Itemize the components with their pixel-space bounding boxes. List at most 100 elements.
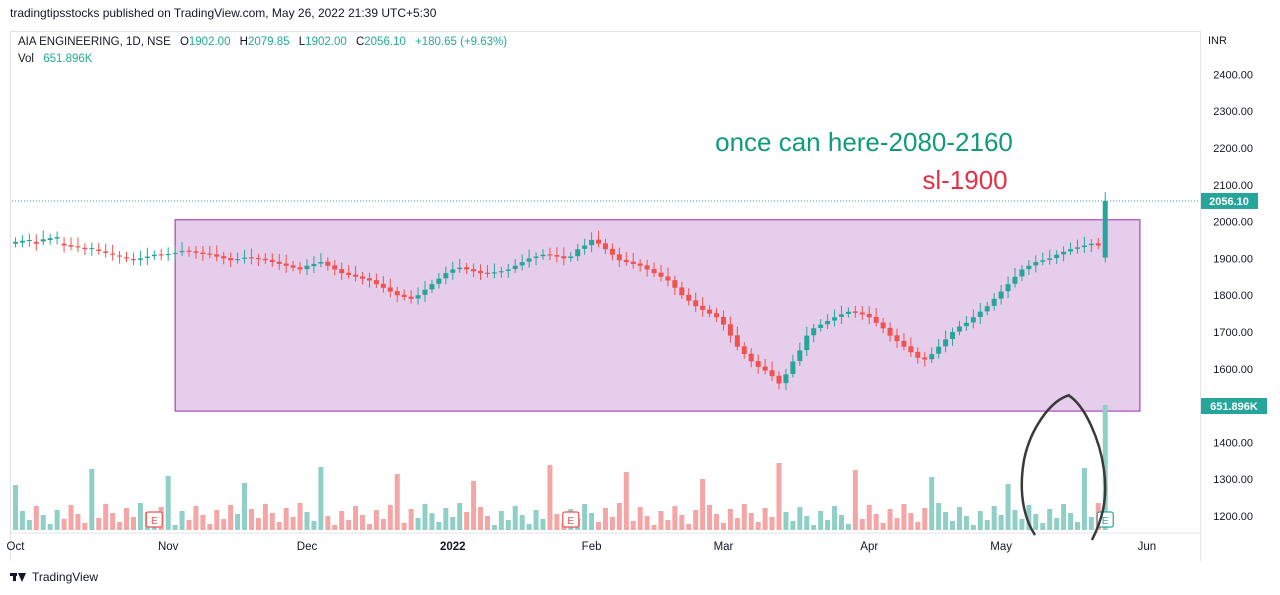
candle-body — [332, 265, 338, 270]
volume-bar — [1012, 510, 1018, 530]
candle-body — [318, 262, 324, 264]
candle-body — [852, 311, 858, 313]
candle-body — [811, 328, 817, 336]
candle-body — [186, 250, 192, 252]
candle-body — [325, 261, 331, 266]
volume-bar — [373, 510, 379, 530]
candle-body — [845, 311, 851, 314]
volume-badge-text: 651.896K — [1210, 401, 1258, 413]
volume-bar — [269, 513, 275, 530]
volume-bar — [963, 516, 969, 530]
volume-bar — [290, 517, 296, 530]
volume-bar — [200, 515, 206, 530]
volume-bar — [1005, 484, 1011, 530]
earnings-label: E — [567, 516, 574, 527]
currency-label: INR — [1208, 35, 1227, 47]
candle-body — [96, 249, 102, 252]
volume-bar — [700, 479, 706, 530]
candle-body — [158, 254, 164, 256]
candle-body — [922, 357, 928, 360]
volume-bar — [165, 476, 171, 530]
x-tick-label: Jun — [1138, 541, 1157, 553]
earnings-badge — [562, 511, 580, 528]
volume-bar — [1068, 513, 1074, 530]
chart-frame[interactable] — [10, 31, 1200, 561]
candle-body — [707, 309, 713, 314]
volume-bar — [137, 503, 143, 530]
candle-body — [582, 245, 588, 249]
volume-bar — [26, 520, 32, 530]
volume-bar — [526, 524, 532, 530]
volume-badge-bg — [1201, 398, 1267, 414]
y-tick-label: 2400.00 — [1213, 69, 1253, 81]
target-annotation: once can here-2080-2160 — [715, 127, 1013, 157]
volume-bar — [117, 522, 123, 530]
volume-bar — [637, 507, 643, 530]
volume-bar — [366, 524, 372, 530]
candle-body — [33, 241, 39, 244]
candle-body — [471, 269, 477, 272]
volume-bar — [714, 514, 720, 530]
candle-body — [19, 240, 25, 243]
candle-body — [464, 267, 470, 270]
candle-body — [623, 259, 629, 263]
candle-body — [1061, 251, 1067, 255]
volume-bar — [478, 507, 484, 530]
candle-body — [1005, 284, 1011, 292]
candle-body — [346, 272, 352, 275]
candle-body — [165, 253, 171, 256]
candle-body — [311, 263, 317, 267]
volume-bar — [970, 525, 976, 530]
candle-body — [748, 353, 754, 362]
candle-body — [658, 272, 664, 277]
candle-body — [498, 271, 504, 273]
volume-bar — [387, 505, 393, 530]
volume-bar — [686, 524, 692, 530]
volume-bar — [859, 519, 865, 530]
candle-body — [589, 240, 595, 246]
candle-body — [616, 254, 622, 261]
candle-body — [443, 273, 449, 279]
candle-body — [1012, 276, 1018, 284]
candle-body — [360, 276, 366, 279]
candle-body — [54, 237, 60, 239]
candle-body — [179, 251, 185, 253]
candle-body — [1088, 243, 1094, 246]
volume-bar — [651, 525, 657, 530]
candle-body — [124, 257, 130, 259]
candle-body — [609, 248, 615, 255]
price-axis[interactable] — [1200, 31, 1280, 561]
candle-body — [804, 335, 810, 351]
candle-body — [12, 241, 18, 244]
open-value: 1902.00 — [188, 36, 231, 48]
volume-bar — [609, 517, 615, 530]
volume-bar — [873, 514, 879, 530]
volume-bar — [596, 522, 602, 530]
volume-bar — [554, 514, 560, 530]
candle-body — [1081, 245, 1087, 247]
candle-body — [255, 258, 261, 260]
symbol-title[interactable]: AIA ENGINEERING, 1D, NSE — [18, 36, 171, 48]
volume-bar — [630, 521, 636, 530]
candle-body — [144, 256, 150, 259]
candle-body — [172, 252, 178, 254]
volume-bar — [339, 511, 345, 530]
volume-bar — [894, 518, 900, 530]
volume-bar — [1074, 522, 1080, 530]
volume-bar — [533, 510, 539, 530]
volume-bar — [124, 508, 130, 530]
candle-body — [415, 295, 421, 299]
volume-bar — [61, 519, 67, 530]
volume-bar — [505, 520, 511, 530]
candle-body — [873, 316, 879, 323]
candle-body — [818, 324, 824, 328]
footer[interactable]: TradingView — [10, 570, 98, 584]
volume-bar — [464, 512, 470, 530]
x-tick-label: Nov — [158, 541, 179, 553]
volume-bar — [172, 525, 178, 530]
volume-bar — [130, 517, 136, 530]
volume-bar — [394, 474, 400, 530]
volume-bar — [512, 506, 518, 530]
candle-body — [373, 280, 379, 285]
